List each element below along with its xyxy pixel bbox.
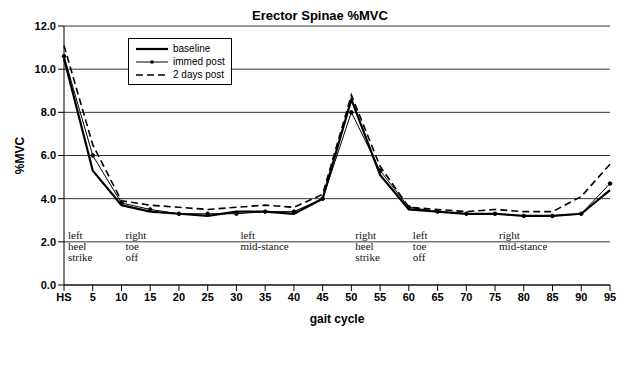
svg-text:rightheelstrike: rightheelstrike <box>355 229 380 263</box>
html-text:baseline: baseline <box>173 43 211 54</box>
svg-text:5: 5 <box>90 291 96 303</box>
svg-text:12.0: 12.0 <box>35 20 56 32</box>
svg-text:10: 10 <box>115 291 127 303</box>
svg-text:40: 40 <box>288 291 300 303</box>
svg-text:lefttoeoff: lefttoeoff <box>413 229 428 263</box>
svg-text:leftmid-stance: leftmid-stance <box>240 229 288 252</box>
svg-text:15: 15 <box>144 291 156 303</box>
svg-text:95: 95 <box>604 291 616 303</box>
svg-text:righttoeoff: righttoeoff <box>125 229 146 263</box>
svg-text:25: 25 <box>202 291 214 303</box>
svg-text:60: 60 <box>403 291 415 303</box>
svg-text:10.0: 10.0 <box>35 63 56 75</box>
svg-text:2.0: 2.0 <box>41 236 56 248</box>
svg-text:90: 90 <box>575 291 587 303</box>
svg-text:75: 75 <box>489 291 501 303</box>
svg-text:leftheelstrike: leftheelstrike <box>68 229 93 263</box>
html-text:2 days post: 2 days post <box>173 69 225 80</box>
svg-text:55: 55 <box>374 291 386 303</box>
svg-text:65: 65 <box>431 291 443 303</box>
svg-text:8.0: 8.0 <box>41 106 56 118</box>
html-text:Erector Spinae %MVC: Erector Spinae %MVC <box>252 8 388 23</box>
svg-text:20: 20 <box>173 291 185 303</box>
svg-text:80: 80 <box>518 291 530 303</box>
svg-text:gait cycle: gait cycle <box>310 312 365 326</box>
svg-text:70: 70 <box>460 291 472 303</box>
svg-text:45: 45 <box>317 291 329 303</box>
svg-text:30: 30 <box>230 291 242 303</box>
svg-text:85: 85 <box>546 291 558 303</box>
svg-text:6.0: 6.0 <box>41 149 56 161</box>
html-text:immed post: immed post <box>173 56 225 67</box>
svg-text:50: 50 <box>345 291 357 303</box>
svg-text:rightmid-stance: rightmid-stance <box>499 229 547 252</box>
svg-text:4.0: 4.0 <box>41 193 56 205</box>
svg-text:35: 35 <box>259 291 271 303</box>
svg-text:%MVC: %MVC <box>13 137 27 175</box>
svg-text:HS: HS <box>56 291 71 303</box>
svg-text:0.0: 0.0 <box>41 279 56 291</box>
